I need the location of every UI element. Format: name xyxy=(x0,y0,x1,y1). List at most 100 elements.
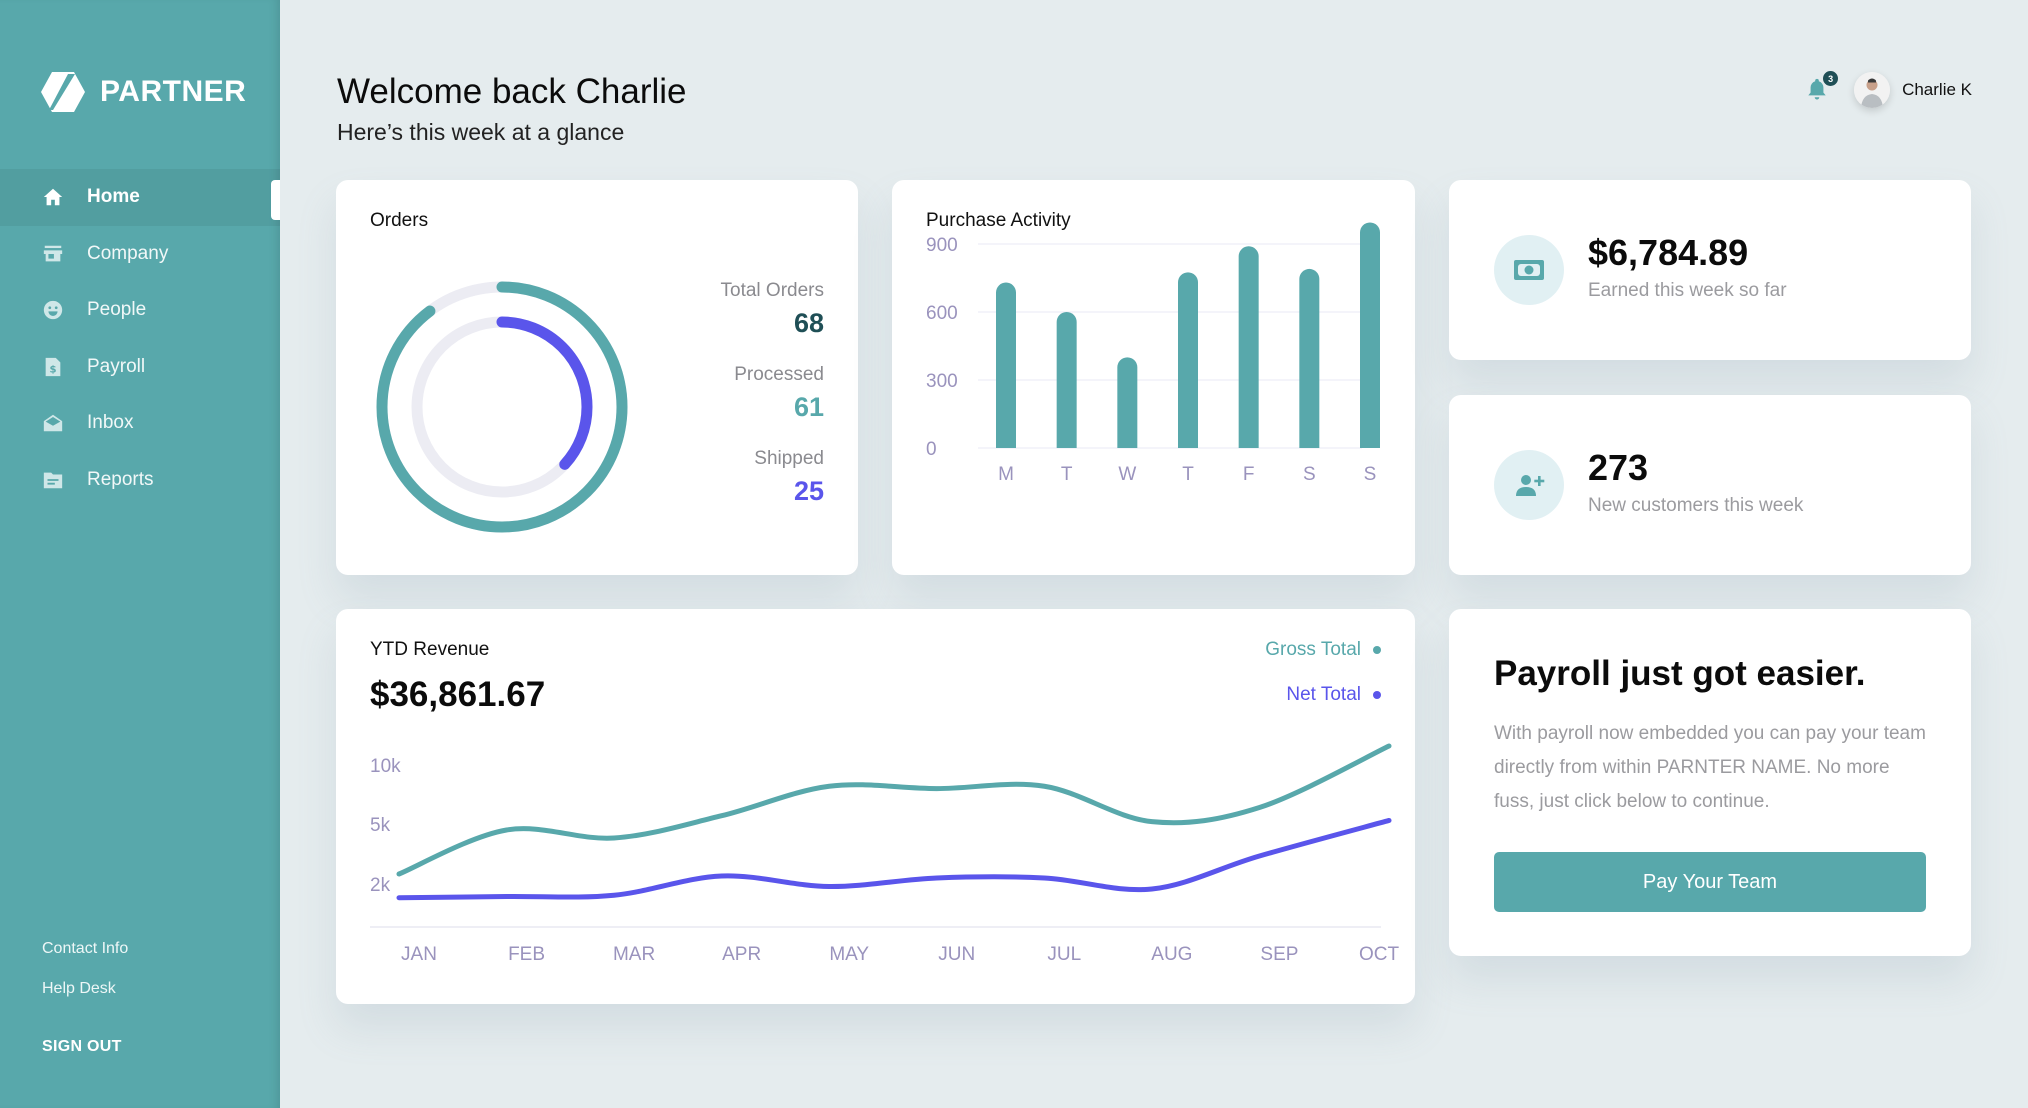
cash-icon xyxy=(1514,260,1544,280)
dollar-document-icon: $ xyxy=(42,356,64,378)
y-tick-label: 5k xyxy=(370,815,391,836)
sidebar-item-label: Company xyxy=(87,242,169,264)
sidebar-item-label: Home xyxy=(87,186,140,208)
help-desk-link[interactable]: Help Desk xyxy=(42,980,116,997)
x-tick-label: JUL xyxy=(1047,944,1081,965)
sidebar-item-company[interactable]: Company xyxy=(0,226,280,283)
sidebar-item-inbox[interactable]: Inbox xyxy=(0,395,280,452)
user-photo-icon xyxy=(1854,72,1891,108)
svg-text:$: $ xyxy=(49,364,56,375)
bar[interactable] xyxy=(1178,272,1198,448)
purchase-activity-card: Purchase Activity 0 300 600 900 M T W T F S S xyxy=(892,180,1415,575)
page-title: Welcome back Charlie xyxy=(337,72,687,111)
new-customers-stat-card: 273 New customers this week xyxy=(1449,395,1971,575)
pay-your-team-button[interactable]: Pay Your Team xyxy=(1494,852,1926,912)
ytd-revenue-amount: $36,861.67 xyxy=(370,675,546,714)
bar[interactable] xyxy=(1360,222,1380,448)
legend-gross-total[interactable]: Gross Total xyxy=(1265,639,1381,661)
add-user-icon-badge xyxy=(1494,450,1564,520)
bar[interactable] xyxy=(996,282,1016,448)
orders-donut-chart xyxy=(376,281,628,533)
bar[interactable] xyxy=(1117,357,1138,448)
x-tick-label: SEP xyxy=(1260,944,1298,965)
x-tick-label: MAY xyxy=(829,944,869,965)
legend-label: Gross Total xyxy=(1265,639,1361,660)
processed-value: 61 xyxy=(793,392,824,422)
x-tick-label: W xyxy=(1118,464,1136,485)
y-tick-label: 300 xyxy=(926,371,958,392)
bar[interactable] xyxy=(1238,246,1259,448)
shipped-value: 25 xyxy=(793,476,824,506)
smiley-face-icon xyxy=(42,299,64,321)
payroll-promo-card: Payroll just got easier. With payroll no… xyxy=(1449,609,1971,956)
sidebar-footer: Contact Info Help Desk xyxy=(42,940,128,1020)
sidebar-item-home[interactable]: Home xyxy=(0,169,280,226)
sidebar-item-label: Reports xyxy=(87,468,154,490)
storefront-icon xyxy=(42,243,64,265)
bar[interactable] xyxy=(1299,268,1320,448)
cash-icon-badge xyxy=(1494,235,1564,305)
brand-name: PARTNER xyxy=(100,75,247,108)
earnings-value: $6,784.89 xyxy=(1588,232,1749,273)
x-tick-label: OCT xyxy=(1359,944,1400,965)
y-tick-label: 2k xyxy=(370,875,391,896)
earnings-caption: Earned this week so far xyxy=(1588,280,1787,301)
sidebar-item-payroll[interactable]: $ Payroll xyxy=(0,339,280,396)
notification-badge: 3 xyxy=(1823,71,1839,86)
y-tick-label: 900 xyxy=(926,235,958,256)
purchase-activity-chart: Purchase Activity 0 300 600 900 M T W T F S S xyxy=(926,210,1380,485)
processed-ring-arc xyxy=(376,281,628,533)
new-customers-value: 273 xyxy=(1588,447,1649,488)
sign-out-link[interactable]: SIGN OUT xyxy=(42,1038,122,1055)
x-tick-label: AUG xyxy=(1151,944,1192,965)
x-tick-label: FEB xyxy=(508,944,545,965)
bar[interactable] xyxy=(1056,312,1077,448)
x-tick-label: T xyxy=(1182,464,1194,485)
x-tick-label: MAR xyxy=(613,944,655,965)
orders-title: Orders xyxy=(370,210,429,231)
x-tick-label: S xyxy=(1303,464,1316,485)
x-tick-label: APR xyxy=(722,944,761,965)
hexagon-logo-icon xyxy=(41,72,85,112)
brand-logo[interactable]: PARTNER xyxy=(40,70,246,114)
x-tick-label: JAN xyxy=(401,944,437,965)
ytd-revenue-chart: 10k 5k 2k JAN FEB MAR APR MAY JUN JUL AUG SEP OCT xyxy=(370,743,1400,965)
legend-label: Net Total xyxy=(1286,684,1361,705)
processed-label: Processed xyxy=(734,364,824,385)
earnings-stat-card: $6,784.89 Earned this week so far xyxy=(1449,180,1971,360)
sidebar-item-label: People xyxy=(87,299,147,321)
promo-title: Payroll just got easier. xyxy=(1494,654,1866,693)
orders-stats: Total Orders 68 Processed 61 Shipped 25 xyxy=(721,280,824,532)
folder-icon xyxy=(42,469,64,491)
contact-info-link[interactable]: Contact Info xyxy=(42,940,129,957)
y-tick-label: 10k xyxy=(370,756,401,777)
add-user-icon xyxy=(1516,475,1545,496)
y-tick-label: 600 xyxy=(926,303,958,324)
shipped-label: Shipped xyxy=(754,448,824,469)
ytd-revenue-card: 10k 5k 2k JAN FEB MAR APR MAY JUN JUL AUG SEP OCT Y… xyxy=(336,609,1415,1004)
orders-card: Orders Total Orders 68 Processed 61 Ship… xyxy=(336,180,858,575)
x-tick-label: T xyxy=(1061,464,1073,485)
legend-dot xyxy=(1373,691,1381,699)
sidebar-nav: Home Company People $ Payroll Inbox xyxy=(0,169,280,508)
legend-net-total[interactable]: Net Total xyxy=(1286,684,1381,706)
sidebar-item-people[interactable]: People xyxy=(0,282,280,339)
sidebar-item-label: Payroll xyxy=(87,355,146,377)
open-envelope-icon xyxy=(42,412,64,434)
series-line-gross-total[interactable] xyxy=(396,743,1392,877)
user-name[interactable]: Charlie K xyxy=(1902,80,1972,99)
total-orders-label: Total Orders xyxy=(720,280,824,301)
sidebar-item-reports[interactable]: Reports xyxy=(0,452,280,509)
sidebar-item-label: Inbox xyxy=(87,412,134,434)
series-line-net-total[interactable] xyxy=(396,817,1392,901)
sidebar: PARTNER Home Company People $ Payrol xyxy=(0,0,280,1108)
notifications-button[interactable]: 3 xyxy=(1806,71,1839,103)
avatar[interactable] xyxy=(1854,72,1891,108)
new-customers-caption: New customers this week xyxy=(1588,495,1804,516)
shipped-ring-arc xyxy=(411,316,593,498)
x-tick-label: M xyxy=(998,464,1014,485)
bell-icon xyxy=(1808,78,1826,100)
x-tick-label: F xyxy=(1243,464,1255,485)
chart-title: Purchase Activity xyxy=(926,210,1071,231)
promo-body: With payroll now embedded you can pay yo… xyxy=(1494,723,1926,812)
